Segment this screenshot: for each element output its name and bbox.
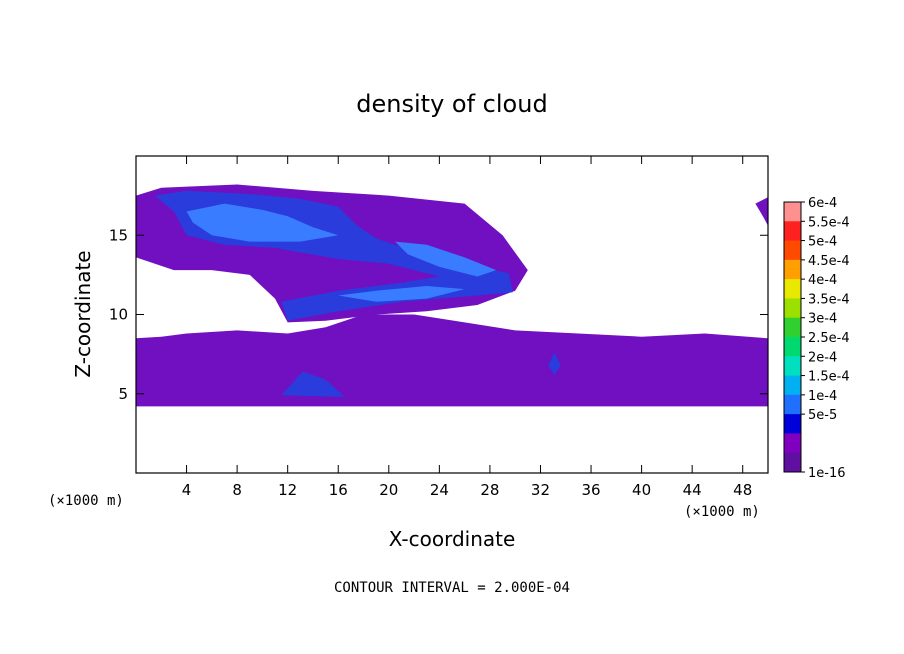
- colorbar-swatch: [784, 394, 801, 415]
- x-tick-label: 20: [379, 481, 398, 499]
- x-tick-label: 32: [531, 481, 550, 499]
- colorbar-label: 2e-4: [808, 350, 837, 365]
- colorbar-swatch: [784, 356, 801, 377]
- colorbar-swatch: [784, 375, 801, 396]
- y-tick-label: 10: [109, 306, 128, 324]
- x-axis-label: X-coordinate: [389, 527, 516, 551]
- x-tick-label: 16: [329, 481, 348, 499]
- colorbar-swatch: [784, 337, 801, 357]
- colorbar-swatch: [784, 202, 801, 222]
- contour-region-0: [136, 314, 768, 407]
- colorbar-label: 1e-16: [808, 466, 846, 481]
- colorbar-swatch: [784, 240, 801, 261]
- colorbar-label: 6e-4: [808, 196, 837, 211]
- contour-interval-note: CONTOUR INTERVAL = 2.000E-04: [334, 580, 570, 596]
- contour-region-8: [548, 352, 561, 375]
- y-tick-label: 15: [109, 226, 128, 244]
- colorbar-swatch: [784, 279, 801, 299]
- contour-region-6: [338, 286, 465, 302]
- colorbar-label: 1e-4: [808, 389, 837, 404]
- colorbar-label: 5.5e-4: [808, 215, 850, 230]
- colorbar-label: 5e-5: [808, 408, 837, 423]
- x-tick-label: 44: [683, 481, 702, 499]
- contour-region-2: [755, 197, 768, 226]
- x-tick-label: 4: [182, 481, 192, 499]
- colorbar-swatch: [784, 317, 801, 338]
- contour-region-5: [395, 241, 497, 277]
- x-tick-label: 48: [733, 481, 752, 499]
- colorbar-swatch: [784, 221, 801, 242]
- colorbar-swatch: [784, 414, 801, 434]
- chart-title: density of cloud: [356, 90, 547, 118]
- colorbar-label: 2.5e-4: [808, 331, 850, 346]
- x-axis-ticks: 4 8 12 16 20 24 28 32 36 40 44 48: [182, 156, 752, 499]
- x-tick-label: 40: [632, 481, 651, 499]
- colorbar-label: 3e-4: [808, 312, 837, 327]
- x-unit-left: (×1000 m): [48, 493, 124, 509]
- colorbar-label: 3.5e-4: [808, 292, 850, 307]
- x-tick-label: 24: [430, 481, 449, 499]
- contour-fills: [136, 184, 768, 407]
- colorbar-swatch: [784, 433, 801, 454]
- x-tick-label: 28: [480, 481, 499, 499]
- colorbar-label: 1.5e-4: [808, 370, 850, 385]
- contour-region-4: [186, 203, 339, 242]
- y-tick-label: 5: [118, 385, 128, 403]
- colorbar-swatch: [784, 259, 801, 280]
- contour-region-7: [281, 371, 345, 397]
- colorbar-swatch: [784, 298, 801, 319]
- x-tick-label: 8: [232, 481, 242, 499]
- y-axis-label: Z-coordinate: [71, 250, 95, 377]
- colorbar-swatch: [784, 452, 801, 473]
- y-axis-ticks: 5 10 15: [109, 226, 768, 403]
- x-tick-label: 36: [581, 481, 600, 499]
- colorbar-label: 4e-4: [808, 273, 837, 288]
- colorbar-label: 4.5e-4: [808, 254, 850, 269]
- x-unit-right: (×1000 m): [684, 504, 760, 520]
- x-tick-label: 12: [278, 481, 297, 499]
- colorbar: 6e-4 5.5e-4 5e-4 4.5e-4 4e-4 3.5e-4 3e-4 2.5e-4…: [783, 196, 850, 481]
- colorbar-label: 5e-4: [808, 235, 837, 250]
